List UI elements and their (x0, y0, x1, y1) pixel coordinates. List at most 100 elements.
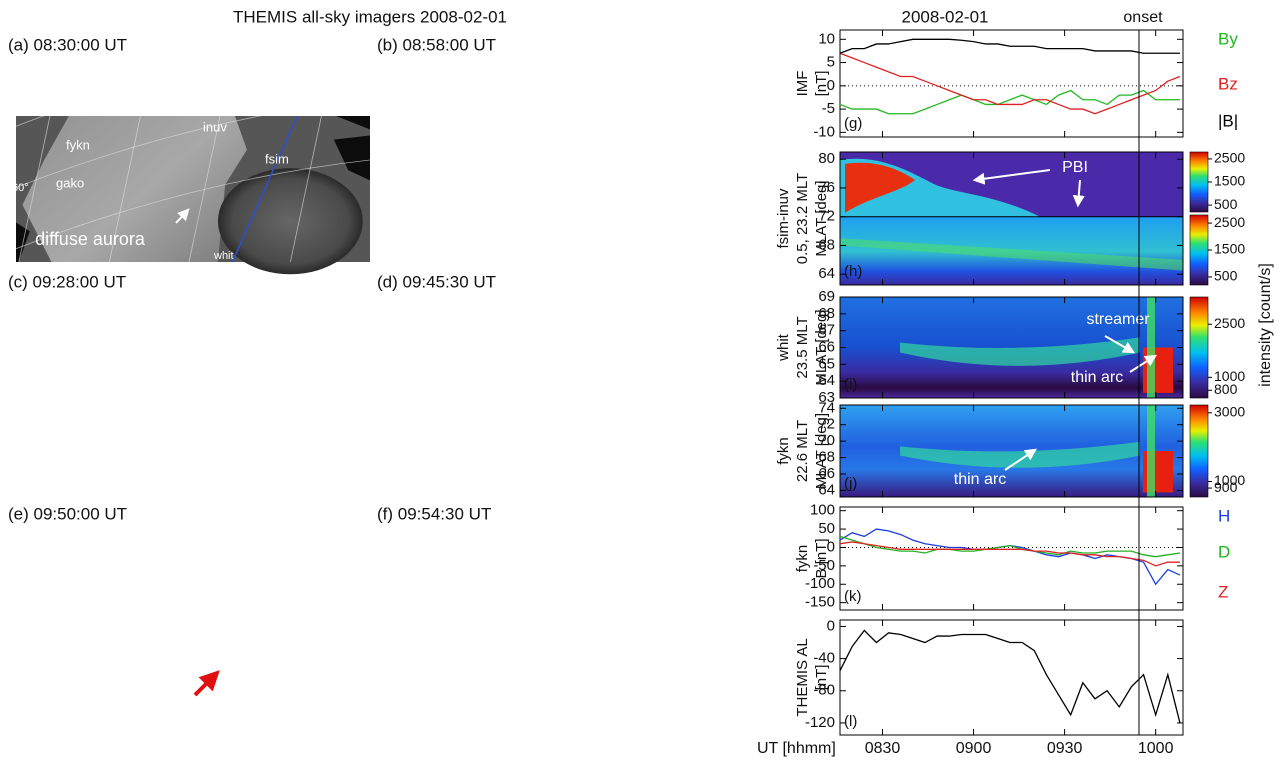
grid-meridian (559, 528, 603, 735)
panel-label: (f) 09:54:30 UT (377, 504, 491, 523)
data-line (839, 89, 1180, 115)
y-tick-label: -100 (805, 575, 835, 592)
land (8, 454, 30, 498)
land (336, 116, 370, 130)
y-tick-label: 67 (818, 322, 835, 339)
sky-image (377, 277, 740, 510)
y-axis-label: [nT] (813, 665, 830, 691)
image-annotation: fykn (66, 137, 90, 152)
land (225, 528, 370, 600)
grid-meridian (479, 528, 523, 735)
y-tick-label: -80 (813, 682, 835, 699)
arrow (1129, 354, 1158, 373)
imager-dome (588, 168, 733, 274)
legend-entry: Z (1218, 582, 1228, 601)
grid-meridian (19, 528, 62, 735)
y-axis-label: fykn (794, 545, 811, 573)
arrow (193, 670, 220, 697)
grid-meridian (660, 528, 704, 735)
panel-letter: (h) (844, 263, 862, 280)
y-tick-label: 0 (827, 538, 835, 555)
colorbar-label: intensity [count/s] (1257, 263, 1274, 387)
grid-meridian (290, 297, 333, 498)
image-annotation: fykn (86, 77, 110, 92)
land (595, 297, 740, 367)
sky-mosaic (22, 301, 246, 498)
grid-meridian (479, 58, 523, 262)
image-annotation: thin arc (147, 474, 206, 494)
spectrogram-onset (1146, 405, 1155, 497)
imager-dome (217, 168, 363, 275)
sky-image (377, 507, 740, 747)
sky-mosaic (392, 301, 617, 498)
grid-meridian (388, 58, 432, 262)
y-tick-label: -150 (805, 594, 835, 611)
panel-frame (839, 506, 1184, 611)
data-line (839, 52, 1181, 115)
sky-mosaic (22, 532, 246, 735)
arrow (1104, 335, 1136, 354)
colorbar-tick-label: 2500 (1214, 315, 1245, 331)
meridian-line (231, 116, 299, 263)
image-annotation: fsim (265, 151, 289, 166)
land (704, 373, 740, 417)
data-line (839, 535, 1181, 558)
y-tick-label: 0 (827, 77, 835, 94)
meridian-line (178, 528, 269, 735)
sky-mosaic (392, 62, 617, 262)
grid-meridian (19, 297, 62, 498)
arrow (1004, 448, 1037, 471)
land (225, 297, 370, 367)
arrow (222, 587, 263, 693)
grid-meridian (388, 528, 432, 735)
y-tick-label: 68 (818, 449, 835, 466)
image-annotation: 70° (58, 62, 75, 74)
grid-meridian (189, 528, 232, 735)
grid-curve (377, 337, 740, 427)
y-tick-label: 63 (818, 389, 835, 406)
y-axis-label: 23.5 MLT (794, 316, 811, 378)
y-tick-label: 66 (818, 465, 835, 482)
meridian-line (602, 58, 693, 262)
grid-meridian (660, 297, 704, 498)
data-line (839, 528, 1181, 586)
panel-frame (839, 29, 1184, 138)
land (595, 528, 740, 600)
grid-curve (8, 337, 370, 427)
panel-annotation: thin arc (1071, 369, 1123, 386)
grid-meridian (559, 58, 603, 262)
y-tick-label: 76 (818, 179, 835, 196)
panel-label: (c) 09:28:00 UT (8, 272, 126, 291)
image-bg (377, 528, 740, 735)
onset-label: onset (1123, 9, 1163, 26)
spectrogram-onset (1146, 297, 1155, 398)
colorbar-tick-label: 3000 (1214, 404, 1245, 420)
data-line (839, 629, 1181, 724)
grid-meridian (188, 116, 221, 263)
spectrogram-band (840, 238, 1183, 271)
image-annotation: onset (478, 707, 522, 727)
grid-meridian (559, 297, 603, 498)
y-axis-label: 22.6 MLT (794, 420, 811, 482)
arrow (175, 208, 190, 224)
colorbar-tick-label: 1500 (1214, 173, 1245, 189)
panel-label: (a) 08:30:00 UT (8, 35, 127, 54)
image-annotation: streamer (211, 567, 282, 587)
y-tick-label: -5 (822, 100, 835, 117)
colorbar (1189, 214, 1209, 286)
y-tick-label: 64 (818, 265, 835, 282)
y-tick-label: -120 (805, 714, 835, 731)
arrow (497, 683, 512, 701)
panel-annotation: streamer (1086, 311, 1150, 328)
y-axis-label: THEMIS AL (794, 638, 811, 716)
panel-letter: (l) (844, 713, 857, 730)
grid-meridian (479, 297, 523, 498)
grid-meridian (18, 116, 51, 263)
y-tick-label: 68 (818, 305, 835, 322)
grid-meridian (660, 58, 704, 262)
land (333, 135, 370, 181)
image-annotation: diffuse aurora (35, 229, 146, 249)
spectrogram-blob (845, 162, 915, 213)
spectrogram-band (900, 337, 1140, 366)
data-line (839, 541, 1180, 567)
